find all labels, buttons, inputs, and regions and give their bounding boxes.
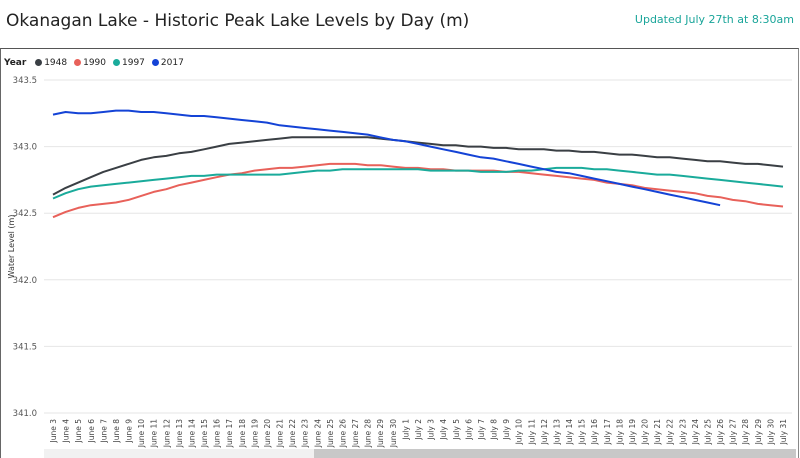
legend-label: 1990 — [83, 58, 106, 68]
x-tick-label: June 14 — [187, 419, 196, 448]
x-tick-label: July 13 — [552, 419, 561, 446]
y-tick-label: 342.0 — [13, 276, 37, 286]
legend-title: Year — [4, 58, 27, 68]
x-tick-label: July 21 — [653, 419, 662, 446]
x-tick-label: June 12 — [162, 419, 171, 448]
x-tick-label: July 5 — [452, 419, 461, 441]
x-tick-label: June 28 — [364, 419, 373, 448]
x-tick-label: July 4 — [439, 419, 448, 441]
x-tick-label: June 25 — [326, 419, 335, 448]
legend-item-1948[interactable]: 1948 — [35, 58, 67, 68]
x-tick-label: July 20 — [641, 419, 650, 446]
x-tick-label: July 24 — [691, 419, 700, 446]
x-tick-label: June 29 — [376, 419, 385, 448]
y-tick-label: 341.0 — [13, 409, 37, 419]
legend-dot-icon — [74, 58, 82, 66]
x-tick-label: June 5 — [74, 419, 83, 444]
legend-dot-icon — [151, 58, 159, 66]
y-tick-label: 343.5 — [13, 76, 37, 86]
x-tick-label: June 20 — [263, 419, 272, 448]
x-tick-label: June 3 — [49, 419, 58, 444]
x-tick-label: June 10 — [137, 419, 146, 448]
header: Okanagan Lake - Historic Peak Lake Level… — [0, 0, 800, 48]
x-tick-label: June 21 — [276, 419, 285, 448]
x-tick-label: July 17 — [603, 419, 612, 446]
y-tick-label: 341.5 — [13, 342, 37, 352]
series-line-1948 — [52, 136, 784, 196]
x-tick-label: June 22 — [288, 419, 297, 448]
horizontal-scrollbar[interactable] — [44, 449, 796, 458]
x-tick-label: June 8 — [112, 419, 121, 444]
x-tick-label: June 18 — [238, 419, 247, 448]
series-line-1990 — [52, 162, 784, 219]
x-tick-label: June 13 — [175, 419, 184, 448]
scrollbar-thumb[interactable] — [314, 449, 796, 458]
x-tick-label: July 11 — [527, 419, 536, 446]
series-line-2017 — [52, 109, 721, 207]
x-tick-label: July 7 — [477, 419, 486, 441]
x-tick-label: June 23 — [301, 419, 310, 448]
x-tick-label: June 16 — [213, 419, 222, 448]
x-tick-label: July 19 — [628, 419, 637, 446]
x-tick-label: July 6 — [464, 419, 473, 441]
x-tick-label: June 17 — [225, 419, 234, 448]
y-tick-label: 343.0 — [13, 143, 37, 153]
x-tick-label: June 11 — [150, 419, 159, 448]
x-tick-label: July 10 — [515, 419, 524, 446]
x-tick-label: June 19 — [250, 419, 259, 448]
x-tick-label: July 27 — [729, 419, 738, 446]
x-tick-label: June 30 — [389, 419, 398, 448]
x-tick-label: July 12 — [540, 419, 549, 446]
x-tick-label: July 15 — [578, 419, 587, 446]
x-tick-label: July 9 — [502, 419, 511, 441]
x-tick-label: July 25 — [703, 419, 712, 446]
legend-label: 1948 — [44, 58, 68, 68]
x-tick-label: July 2 — [414, 419, 423, 441]
y-tick-label: 342.5 — [13, 209, 37, 219]
x-tick-label: July 22 — [666, 419, 675, 446]
x-tick-label: July 23 — [678, 419, 687, 446]
legend-dot-icon — [113, 58, 120, 66]
x-tick-label: July 31 — [779, 419, 788, 446]
page-title: Okanagan Lake - Historic Peak Lake Level… — [6, 11, 470, 31]
chart-legend: Year 1948 1990 1997 2017 — [4, 58, 191, 72]
x-tick-label: June 15 — [200, 419, 209, 448]
x-tick-label: July 16 — [590, 419, 599, 446]
x-tick-label: June 7 — [99, 419, 108, 444]
line-chart: 341.0 341.5 342.0 342.5 343.0 343.5 Water Leve… — [7, 76, 792, 448]
x-tick-label: July 18 — [615, 419, 624, 446]
x-tick-label: June 9 — [125, 419, 134, 444]
x-tick-label: July 3 — [427, 419, 436, 441]
chart-panel — [0, 48, 799, 458]
x-tick-label: July 28 — [741, 419, 750, 446]
x-tick-label: June 4 — [62, 419, 71, 444]
x-tick-label: July 29 — [754, 419, 763, 446]
legend-item-2017[interactable]: 2017 — [151, 58, 184, 68]
x-tick-label: July 1 — [401, 419, 410, 441]
legend-dot-icon — [35, 58, 43, 66]
x-tick-label: June 27 — [351, 419, 360, 448]
series-line-1997 — [52, 166, 784, 200]
x-tick-label: June 24 — [313, 419, 322, 448]
updated-timestamp: Updated July 27th at 8:30am — [634, 13, 794, 26]
legend-item-1990[interactable]: 1990 — [74, 58, 106, 68]
x-tick-label: June 26 — [338, 419, 347, 448]
legend-label: 1997 — [122, 58, 145, 68]
y-axis-label: Water Level (m) — [7, 215, 16, 279]
legend-label: 2017 — [160, 58, 184, 68]
x-tick-label: July 26 — [716, 419, 725, 446]
x-tick-label: June 6 — [87, 419, 96, 444]
x-tick-label: July 8 — [490, 419, 499, 441]
legend-item-1997[interactable]: 1997 — [113, 58, 145, 68]
x-tick-label: July 14 — [565, 419, 574, 446]
x-tick-label: July 30 — [766, 419, 775, 446]
